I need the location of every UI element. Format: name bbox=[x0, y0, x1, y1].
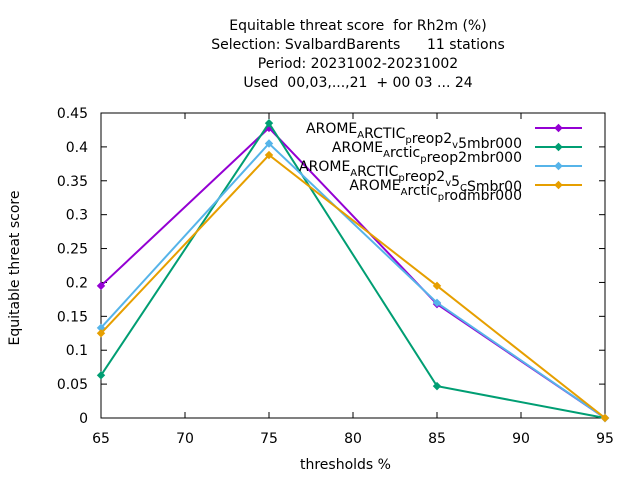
y-tick-label: 0 bbox=[79, 411, 88, 427]
y-tick-label: 0.1 bbox=[66, 343, 88, 359]
series-point-3 bbox=[432, 298, 442, 307]
legend-label-4: AROMEArcticprodmbr000 bbox=[349, 178, 522, 204]
series-line-4 bbox=[100, 153, 606, 419]
y-tick-label: 0.35 bbox=[57, 174, 88, 190]
title-line-4: Used 00,03,...,21 + 00 03 ... 24 bbox=[243, 75, 473, 91]
series-point-1 bbox=[96, 281, 106, 291]
x-tick-label: 80 bbox=[344, 431, 362, 447]
plot-frame bbox=[100, 112, 606, 419]
y-tick-label: 0.3 bbox=[66, 208, 88, 224]
x-tick-label: 70 bbox=[176, 431, 194, 447]
x-tick-label: 75 bbox=[260, 431, 278, 447]
title-line-3: Period: 20231002-20231002 bbox=[257, 56, 459, 72]
x-tick-label: 90 bbox=[512, 431, 530, 447]
series-point-2 bbox=[432, 381, 442, 391]
legend-marker-2 bbox=[554, 142, 563, 152]
legend-label-1: AROMEARCTICpreop2v5mbr000 bbox=[306, 121, 522, 152]
legend-marker-3 bbox=[554, 161, 563, 171]
series-point-4 bbox=[432, 281, 442, 291]
series-line-3 bbox=[100, 142, 606, 419]
y-axis-label: Equitable threat score bbox=[7, 190, 23, 346]
legend-label-2: AROMEArcticpreop2mbr000 bbox=[332, 140, 522, 166]
x-tick-label: 95 bbox=[596, 431, 614, 447]
series-point-4 bbox=[264, 150, 274, 160]
series-point-2 bbox=[264, 118, 274, 128]
series-point-3 bbox=[264, 139, 274, 148]
legend-marker-1 bbox=[554, 123, 563, 133]
series-line-2 bbox=[100, 121, 606, 419]
y-tick-label: 0.2 bbox=[66, 275, 88, 291]
title-line-2: Selection: SvalbardBarents 11 stations bbox=[211, 37, 505, 53]
series-point-3 bbox=[96, 323, 106, 333]
y-tick-label: 0.45 bbox=[57, 106, 88, 122]
y-tick-label: 0.05 bbox=[57, 377, 88, 393]
y-tick-label: 0.4 bbox=[66, 140, 88, 156]
chart-title: Equitable threat score for Rh2m (%) Sele… bbox=[0, 17, 640, 93]
title-line-1: Equitable threat score for Rh2m (%) bbox=[229, 18, 487, 34]
x-axis-label: thresholds % bbox=[300, 457, 391, 473]
legend-marker-4 bbox=[554, 180, 563, 190]
legend-label-3: AROMEARCTICpreop2v5CSmbr00 bbox=[299, 159, 522, 195]
x-tick-label: 65 bbox=[92, 431, 110, 447]
series-point-2 bbox=[96, 371, 106, 380]
y-tick-label: 0.25 bbox=[57, 242, 88, 258]
series-point-4 bbox=[96, 329, 106, 338]
y-tick-label: 0.15 bbox=[57, 309, 88, 325]
x-tick-label: 85 bbox=[428, 431, 446, 447]
series-point-4 bbox=[600, 413, 610, 423]
